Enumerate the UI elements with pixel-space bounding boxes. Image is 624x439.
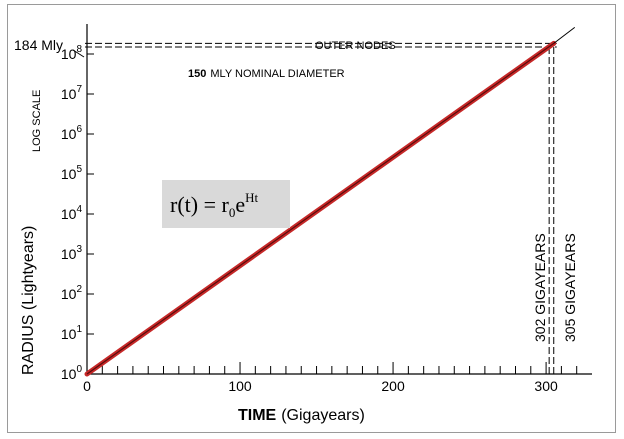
y-tick-label: 102 — [61, 284, 83, 302]
x-tick-label: 100 — [228, 378, 252, 394]
y-tick-label: 108 — [61, 44, 83, 62]
ref-184-mly-leader — [72, 49, 85, 58]
series-extension — [553, 27, 576, 44]
log-scale-label: LOG SCALE — [31, 90, 43, 152]
outer-nodes-label: OUTER NODES — [315, 40, 396, 52]
series-group — [84, 27, 576, 377]
y-tick-label: 100 — [61, 364, 83, 382]
x-axis-title: TIME (Gigayears) — [238, 407, 365, 424]
y-tick-label: 105 — [61, 164, 83, 182]
vline-305-label: 305 GIGAYEARS — [562, 233, 578, 342]
series-line-core — [86, 42, 555, 375]
x-axis-ticks: 0 100 200 300 — [83, 362, 578, 394]
y-tick-label: 106 — [61, 124, 83, 142]
y-tick-label: 103 — [61, 244, 83, 262]
y-tick-label: 101 — [61, 324, 83, 342]
vline-302-label: 302 GIGAYEARS — [532, 233, 548, 342]
x-tick-label: 300 — [534, 378, 558, 394]
x-tick-label: 0 — [83, 378, 91, 394]
reference-lines — [85, 42, 557, 374]
y-axis-title: RADIUS (Lightyears) — [20, 226, 37, 375]
ref-184-mly-label: 184 Mly — [14, 37, 63, 53]
x-tick-label: 200 — [381, 378, 405, 394]
formula: r(t) = r0eHt — [170, 190, 258, 220]
y-tick-label: 107 — [61, 84, 83, 102]
y-tick-label: 104 — [61, 204, 83, 222]
nominal-diameter-label: 150 MLY NOMINAL DIAMETER — [188, 68, 345, 80]
y-axis-ticks: 100 101 102 103 104 105 106 107 108 — [61, 44, 94, 382]
chart-frame — [7, 4, 616, 433]
formula-box — [162, 180, 290, 228]
